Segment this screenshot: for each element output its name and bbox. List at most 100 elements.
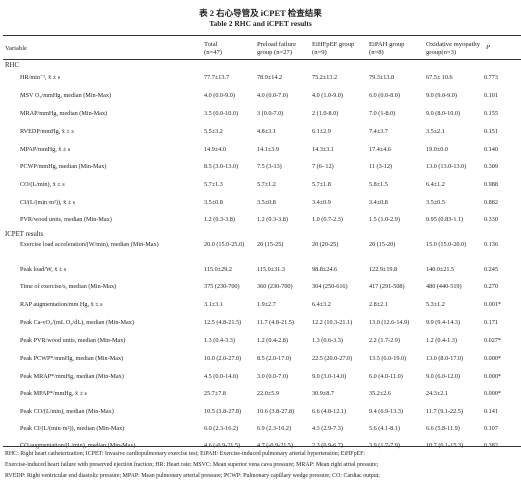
cell-preload: 3 (0.0-7.0) [257, 110, 284, 117]
cell-eipah: 11 (3-12) [369, 163, 392, 170]
cell-preload: 20 (15-25) [257, 241, 284, 248]
cell-p-value: 0.382 [484, 442, 498, 449]
cell-preload: 360 (230-700) [257, 283, 293, 290]
table-row: Peak MPAP*/mmHg, x̄ ± s 25.7±7.8 22.0±5.9 3… [0, 387, 521, 407]
bottom-rule [3, 446, 521, 447]
cell-eihfpef: 5.7±1.8 [312, 181, 331, 188]
cell-eipah: 13.5 (6.0-19.0) [369, 355, 407, 362]
header-rule [3, 59, 521, 60]
cell-oxidative: 3.5±2.1 [426, 128, 445, 135]
cell-total: 14.9±4.0 [204, 146, 226, 153]
cell-eipah: 17.4±4.6 [369, 146, 391, 153]
cell-oxidative: 0.95 (0.83-1.1) [426, 216, 464, 223]
cell-oxidative: 13.0 (8.0-17.0) [426, 355, 464, 362]
cell-oxidative: 67.5± 10.6 [426, 74, 453, 81]
cell-preload: 22.0±5.9 [257, 390, 279, 397]
cell-eipah: 20 (15-20) [369, 241, 396, 248]
cell-eihfpef: 6.6 (4.8-12.1) [312, 408, 347, 415]
cell-p-value: 0.309 [484, 163, 498, 170]
cell-oxidative: 9.0 (8.0-10.0) [426, 110, 461, 117]
cell-p-value: 0.136 [484, 241, 498, 248]
cell-total: 6.0 (2.3-16.2) [204, 425, 239, 432]
cell-total: 10.5 (3.8-27.8) [204, 408, 242, 415]
table-row: CO/(L/min), x̄ ± s 5.7±1.3 5.7±1.2 5.7±1.8 5… [0, 178, 521, 198]
row-label: Peak MPAP*/mmHg, x̄ ± s [20, 390, 87, 397]
cell-eihfpef: 9.0 (3.0-14.0) [312, 373, 347, 380]
cell-eihfpef: 6.4±3.2 [312, 301, 331, 308]
cell-total: 8.5 (3.0-13.0) [204, 163, 239, 170]
cell-eihfpef: 30.9±8.7 [312, 390, 334, 397]
cell-eipah: 3.4±0.8 [369, 199, 388, 206]
cell-eipah: 1.5 (1.0-2.9) [369, 216, 400, 223]
row-label: Time of exercise/s, median (Min-Max) [20, 283, 117, 290]
cell-oxidative: 9.9 (9.4-14.3) [426, 319, 461, 326]
row-label: CO augmentation/(L/min), median (Min-Max… [20, 442, 136, 449]
cell-eipah: 7.4±3.7 [369, 128, 388, 135]
cell-eipah: 7.0 (1-8.0) [369, 110, 396, 117]
table-row: Peak CO/(L/min), median (Min-Max) 10.5 (3… [0, 405, 521, 425]
cell-eipah: 2.2 (1.7-2.9) [369, 337, 400, 344]
table-row: Peak PCWP*/mmHg, median (Min-Max) 10.0 (2… [0, 352, 521, 372]
cell-oxidative: 6.4±1.2 [426, 181, 445, 188]
cell-total: 3.5 (0.0-10.0) [204, 110, 239, 117]
cell-oxidative: 13.0 (13.0-13.0) [426, 163, 467, 170]
table-row: Peak CI/(L/(min·m²)), median (Min-Max) 6.… [0, 422, 521, 442]
cell-total: 25.7±7.8 [204, 390, 226, 397]
table-row: MPAP/mmHg, x̄ ± s 14.9±4.0 14.1±3.9 14.3±3.… [0, 143, 521, 163]
row-label: RVEDP/mmHg, x̄ ± s [20, 128, 74, 135]
cell-total: 4.0 (0.0-9.0) [204, 92, 235, 99]
row-label: Peak MRAP*/mmHg, median (Min-Max) [20, 373, 124, 380]
cell-eipah: 5.6 (4.1-8.1) [369, 425, 400, 432]
cell-total: 4.6 (-0.9-21.5) [204, 442, 241, 449]
cell-p-value: 0.000* [484, 373, 502, 380]
cell-p-value: 0.270 [484, 283, 498, 290]
cell-oxidative: 480 (440-519) [426, 283, 462, 290]
table-row: PCWP/mmHg, median (Min-Max) 8.5 (3.0-13.0… [0, 160, 521, 180]
cell-oxidative: 140.0±21.5 [426, 266, 455, 273]
cell-preload: 1.2 (0.4-2.8) [257, 337, 288, 344]
row-label: RAP augmentation/mm Hg, x̄ ± s [20, 301, 103, 308]
cell-eihfpef: 304 (250-616) [312, 283, 348, 290]
cell-total: 10.0 (2.0-27.0) [204, 355, 242, 362]
table-row: Peak load/W, x̄ ± s 115.0±29.2 115.0±31.3 9… [0, 263, 521, 283]
cell-total: 12.5 (4.8-21.5) [204, 319, 242, 326]
cell-eihfpef: 3.4±0.9 [312, 199, 331, 206]
cell-total: 1.2 (0.3-3.8) [204, 216, 235, 223]
cell-eipah: 35.2±2.6 [369, 390, 391, 397]
cell-total: 4.5 (0.0-14.0) [204, 373, 239, 380]
row-label: CI/(L/(min·m²)), x̄ ± s [20, 199, 76, 206]
cell-preload: 5.7±1.2 [257, 181, 276, 188]
table-row: CI/(L/(min·m²)), x̄ ± s 3.5±0.8 3.5±0.8 3.4… [0, 196, 521, 216]
cell-eipah: 417 (291-508) [369, 283, 405, 290]
cell-total: 115.0±29.2 [204, 266, 232, 273]
cell-p-value: 0.001* [484, 301, 502, 308]
cell-total: 3.1±3.1 [204, 301, 223, 308]
cell-eipah: 5.8±1.5 [369, 181, 388, 188]
cell-oxidative: 9.0 (9.0-9.0) [426, 92, 457, 99]
cell-preload: 10.6 (3.8-27.8) [257, 408, 295, 415]
header-eihfpef: EiHFpEF group (n=9) [312, 41, 355, 56]
cell-eipah: 79.3±13.8 [369, 74, 395, 81]
cell-preload: 1.2 (0.3-3.8) [257, 216, 288, 223]
cell-p-value: 0.988 [484, 181, 498, 188]
cell-preload: 11.7 (4.8-21.5) [257, 319, 294, 326]
cell-eipah: 9.4 (6.9-13.3) [369, 408, 404, 415]
table-title-chinese: 表 2 右心导管及 iCPET 检查结果 [199, 8, 322, 18]
cell-total: 5.5±3.2 [204, 128, 223, 135]
cell-oxidative: 24.3±2.1 [426, 390, 448, 397]
cell-eihfpef: 12.2 (10.3-21.1) [312, 319, 353, 326]
footnote-line-3: RVEDP: Right ventricular end diastolic p… [5, 473, 380, 479]
row-label: HR/min⁻¹, x̄ ± s [20, 74, 61, 81]
cell-eihfpef: 22.5 (20.0-27.0) [312, 355, 353, 362]
cell-preload: 115.0±31.3 [257, 266, 285, 273]
row-label: Peak PCWP*/mmHg, median (Min-Max) [20, 355, 124, 362]
cell-oxidative: 19.0±0.0 [426, 146, 448, 153]
section-icpet: ICPET results [5, 231, 44, 238]
cell-p-value: 0.330 [484, 216, 498, 223]
cell-eipah: 2.8±2.1 [369, 301, 388, 308]
cell-oxidative: 15.0 (15.0-20.0) [426, 241, 467, 248]
cell-eipah: 6.0 (0.0-8.0) [369, 92, 400, 99]
header-oxidative: Oxidative myopathy group(n=3) [426, 41, 481, 56]
cell-eihfpef: 98.8±24.6 [312, 266, 338, 273]
table-row: RAP augmentation/mm Hg, x̄ ± s 3.1±3.1 1.9… [0, 298, 521, 318]
